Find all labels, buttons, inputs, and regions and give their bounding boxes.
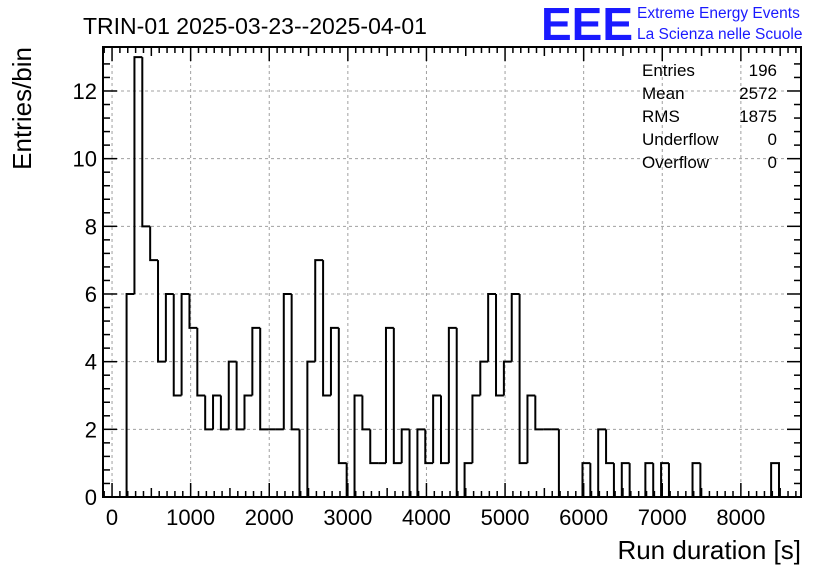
- histogram-bin: [329, 326, 339, 396]
- stat-value-rms: 1875: [739, 107, 777, 126]
- histogram-bin: [770, 462, 780, 497]
- eee-logo: EEE Extreme Energy Events La Scienza nel…: [541, 0, 802, 50]
- histogram-bin: [518, 293, 528, 465]
- y-tick-label: 4: [85, 350, 97, 375]
- histogram-bin: [392, 327, 402, 465]
- y-axis-label: Entries/bin: [7, 47, 37, 170]
- histogram-bin: [447, 326, 457, 464]
- plot-frame: [102, 46, 802, 498]
- histogram-bin: [290, 293, 300, 431]
- histogram-bin: [204, 395, 214, 431]
- logo-mark: EEE: [541, 0, 633, 50]
- stat-label-mean: Mean: [642, 84, 685, 103]
- histogram-bin: [471, 394, 481, 464]
- histogram-bin: [164, 292, 174, 362]
- y-tick-label: 8: [85, 214, 97, 239]
- stat-label-underflow: Underflow: [642, 130, 719, 149]
- x-tick-label: 8000: [716, 505, 765, 530]
- histogram-bin: [534, 395, 544, 431]
- histogram-bin: [133, 56, 143, 294]
- histogram-bin: [125, 292, 135, 497]
- histogram-bin: [408, 429, 418, 498]
- histogram-bin: [282, 292, 292, 430]
- chart-title: TRIN-01 2025-03-23--2025-04-01: [83, 13, 427, 39]
- histogram-bin: [369, 429, 379, 465]
- histogram-bin: [400, 428, 410, 464]
- y-tick-label: 10: [73, 147, 97, 172]
- histogram-bin: [141, 57, 151, 228]
- histogram-bin: [243, 394, 253, 430]
- x-tick-label: 7000: [638, 505, 687, 530]
- histogram-bin: [432, 394, 441, 464]
- histogram-bin: [298, 429, 308, 498]
- histogram-bin: [353, 394, 363, 497]
- y-tick-label: 6: [85, 282, 97, 307]
- y-tick-label: 2: [85, 417, 97, 442]
- histogram-bin: [180, 292, 190, 396]
- x-tick-label: 6000: [559, 505, 608, 530]
- histogram-bin: [495, 293, 504, 397]
- x-tick-label: 4000: [402, 505, 451, 530]
- histogram-bin: [322, 260, 331, 397]
- logo-line-1: Extreme Energy Events: [637, 5, 800, 22]
- histogram-bin: [306, 360, 316, 497]
- x-axis-ticks: 0 1000 2000 3000 4000 5000 6000 7000 8000: [103, 47, 797, 530]
- stat-value-underflow: 0: [768, 130, 777, 149]
- stat-value-overflow: 0: [768, 153, 777, 172]
- histogram-bin: [557, 429, 567, 498]
- histogram-bin: [384, 326, 394, 464]
- x-tick-label: 0: [106, 505, 118, 530]
- histogram-bin: [463, 462, 473, 497]
- histogram-bin: [188, 293, 198, 329]
- stat-label-rms: RMS: [642, 107, 680, 126]
- histogram-bin: [510, 292, 520, 362]
- histogram-bin: [227, 360, 237, 430]
- histogram-bin: [660, 462, 669, 497]
- histogram-bin: [424, 429, 434, 465]
- x-tick-label: 5000: [481, 505, 530, 530]
- logo-line-2: La Scienza nelle Scuole: [637, 26, 802, 43]
- histogram-bin: [157, 260, 166, 363]
- histogram-bin: [581, 462, 591, 497]
- stat-value-entries: 196: [749, 61, 777, 80]
- stat-label-entries: Entries: [642, 61, 695, 80]
- histogram-bin: [597, 428, 607, 497]
- histogram-bin: [620, 462, 630, 497]
- histogram-bin: [219, 395, 229, 431]
- histogram-bin: [212, 394, 221, 430]
- histogram-bin: [455, 327, 465, 498]
- histogram-bin: [314, 259, 324, 362]
- histogram-bin: [479, 360, 489, 396]
- histogram-bin: [337, 327, 347, 465]
- histogram-bin: [487, 292, 497, 362]
- grid-lines: [103, 47, 801, 498]
- histogram-bars: [125, 56, 780, 498]
- x-tick-label: 1000: [166, 505, 215, 530]
- histogram-bin: [605, 429, 614, 465]
- histogram-bin: [149, 226, 159, 262]
- y-axis-ticks: 0 2 4 6 8 10 12: [73, 63, 801, 510]
- x-tick-label: 2000: [245, 505, 294, 530]
- x-axis-label: Run duration [s]: [617, 535, 801, 565]
- histogram-bin: [526, 394, 536, 464]
- stat-label-overflow: Overflow: [642, 153, 710, 172]
- histogram-bin: [691, 462, 701, 497]
- histogram-bin: [251, 326, 261, 396]
- y-tick-label: 0: [85, 485, 97, 510]
- histogram-bin: [416, 428, 426, 497]
- histogram-bin: [196, 327, 206, 397]
- histogram-bin: [361, 395, 371, 431]
- y-tick-label: 12: [73, 79, 97, 104]
- histogram-bin: [235, 361, 245, 431]
- histogram-bin: [644, 462, 654, 497]
- histogram-bin: [502, 360, 512, 396]
- stat-value-mean: 2572: [739, 84, 777, 103]
- histogram-bin: [259, 327, 269, 431]
- histogram-bin: [172, 293, 182, 397]
- histogram-bin: [439, 395, 449, 465]
- x-tick-label: 3000: [323, 505, 372, 530]
- stats-box: Entries 196 Mean 2572 RMS 1875 Underflow…: [642, 61, 777, 172]
